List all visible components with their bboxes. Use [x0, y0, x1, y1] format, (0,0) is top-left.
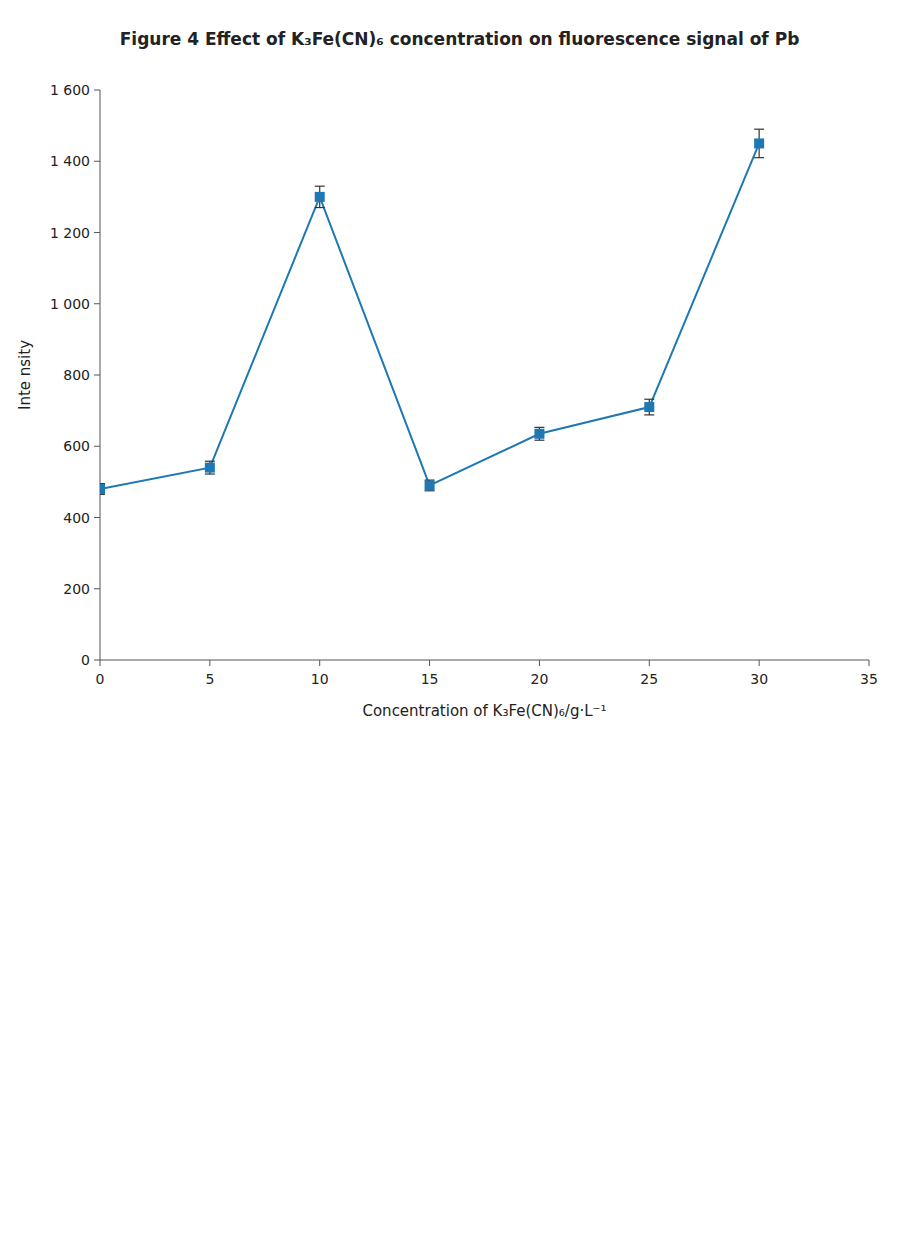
point [754, 138, 764, 148]
point [100, 484, 105, 494]
y-tick [94, 588, 100, 589]
point [425, 480, 435, 490]
point [205, 463, 215, 473]
y-tick-label: 1 000 [50, 296, 90, 312]
y-tick-label: 1 200 [50, 225, 90, 241]
x-tick [759, 660, 760, 666]
title: Figure 4 Effect of K₃Fe(CN)₆ concentrati… [120, 29, 800, 49]
x-tick-label: 5 [205, 671, 214, 687]
plot-area [100, 129, 764, 494]
x-tick [100, 660, 101, 666]
error-bar-cap [205, 473, 215, 474]
y-tick [94, 232, 100, 233]
y-tick-label: 600 [63, 438, 90, 454]
x-tick [539, 660, 540, 666]
error-bar [644, 399, 654, 415]
chart: Figure 4 Effect of K₃Fe(CN)₆ concentrati… [0, 0, 919, 1250]
point [644, 402, 654, 412]
error-bar [205, 461, 215, 474]
x-axis-line [100, 660, 869, 661]
y-tick-label: 400 [63, 510, 90, 526]
x-tick-label: 10 [311, 671, 329, 687]
error-bar-cap [315, 186, 325, 187]
error-bar-cap [315, 207, 325, 208]
y-tick-label: 200 [63, 581, 90, 597]
y-axis-label: Inte nsity [16, 340, 34, 410]
axes: 0 200 400 600 800 1 000 1 200 1 400 1 600 0 5 10 15 2… [50, 82, 878, 687]
error-bar [100, 484, 105, 495]
y-tick [94, 446, 100, 447]
x-tick-label: 20 [531, 671, 549, 687]
error-bar-cap [644, 399, 654, 400]
error-bar-cap [754, 129, 764, 130]
x-tick-label: 30 [750, 671, 768, 687]
y-tick-label: 1 400 [50, 153, 90, 169]
y-tick-label: 800 [63, 367, 90, 383]
x-tick [649, 660, 650, 666]
x-axis-label: Concentration of K₃Fe(CN)₆/g·L⁻¹ [362, 702, 606, 720]
x-tick [429, 660, 430, 666]
y-tick-label: 1 600 [50, 82, 90, 98]
point [315, 192, 325, 202]
x-tick [209, 660, 210, 666]
y-tick [94, 375, 100, 376]
error-bar [754, 129, 764, 158]
x-tick [319, 660, 320, 666]
y-tick-label: 0 [81, 652, 90, 668]
error-bar-cap [534, 440, 544, 441]
error-bar-cap [534, 427, 544, 428]
x-tick-label: 0 [96, 671, 105, 687]
point [534, 429, 544, 439]
x-tick-label: 25 [640, 671, 658, 687]
x-tick-label: 35 [860, 671, 878, 687]
error-bar [315, 186, 325, 207]
error-bar-cap [644, 414, 654, 415]
error-bar-cap [754, 157, 764, 158]
error-bar-cap [205, 461, 215, 462]
y-tick [94, 517, 100, 518]
y-axis-line [100, 90, 101, 660]
line [100, 143, 759, 489]
y-tick [94, 303, 100, 304]
x-tick-label: 15 [421, 671, 439, 687]
x-tick [869, 660, 870, 666]
error-bar [425, 480, 435, 491]
error-bar [534, 427, 544, 440]
y-tick [94, 161, 100, 162]
y-tick [94, 660, 100, 661]
y-tick [94, 90, 100, 91]
